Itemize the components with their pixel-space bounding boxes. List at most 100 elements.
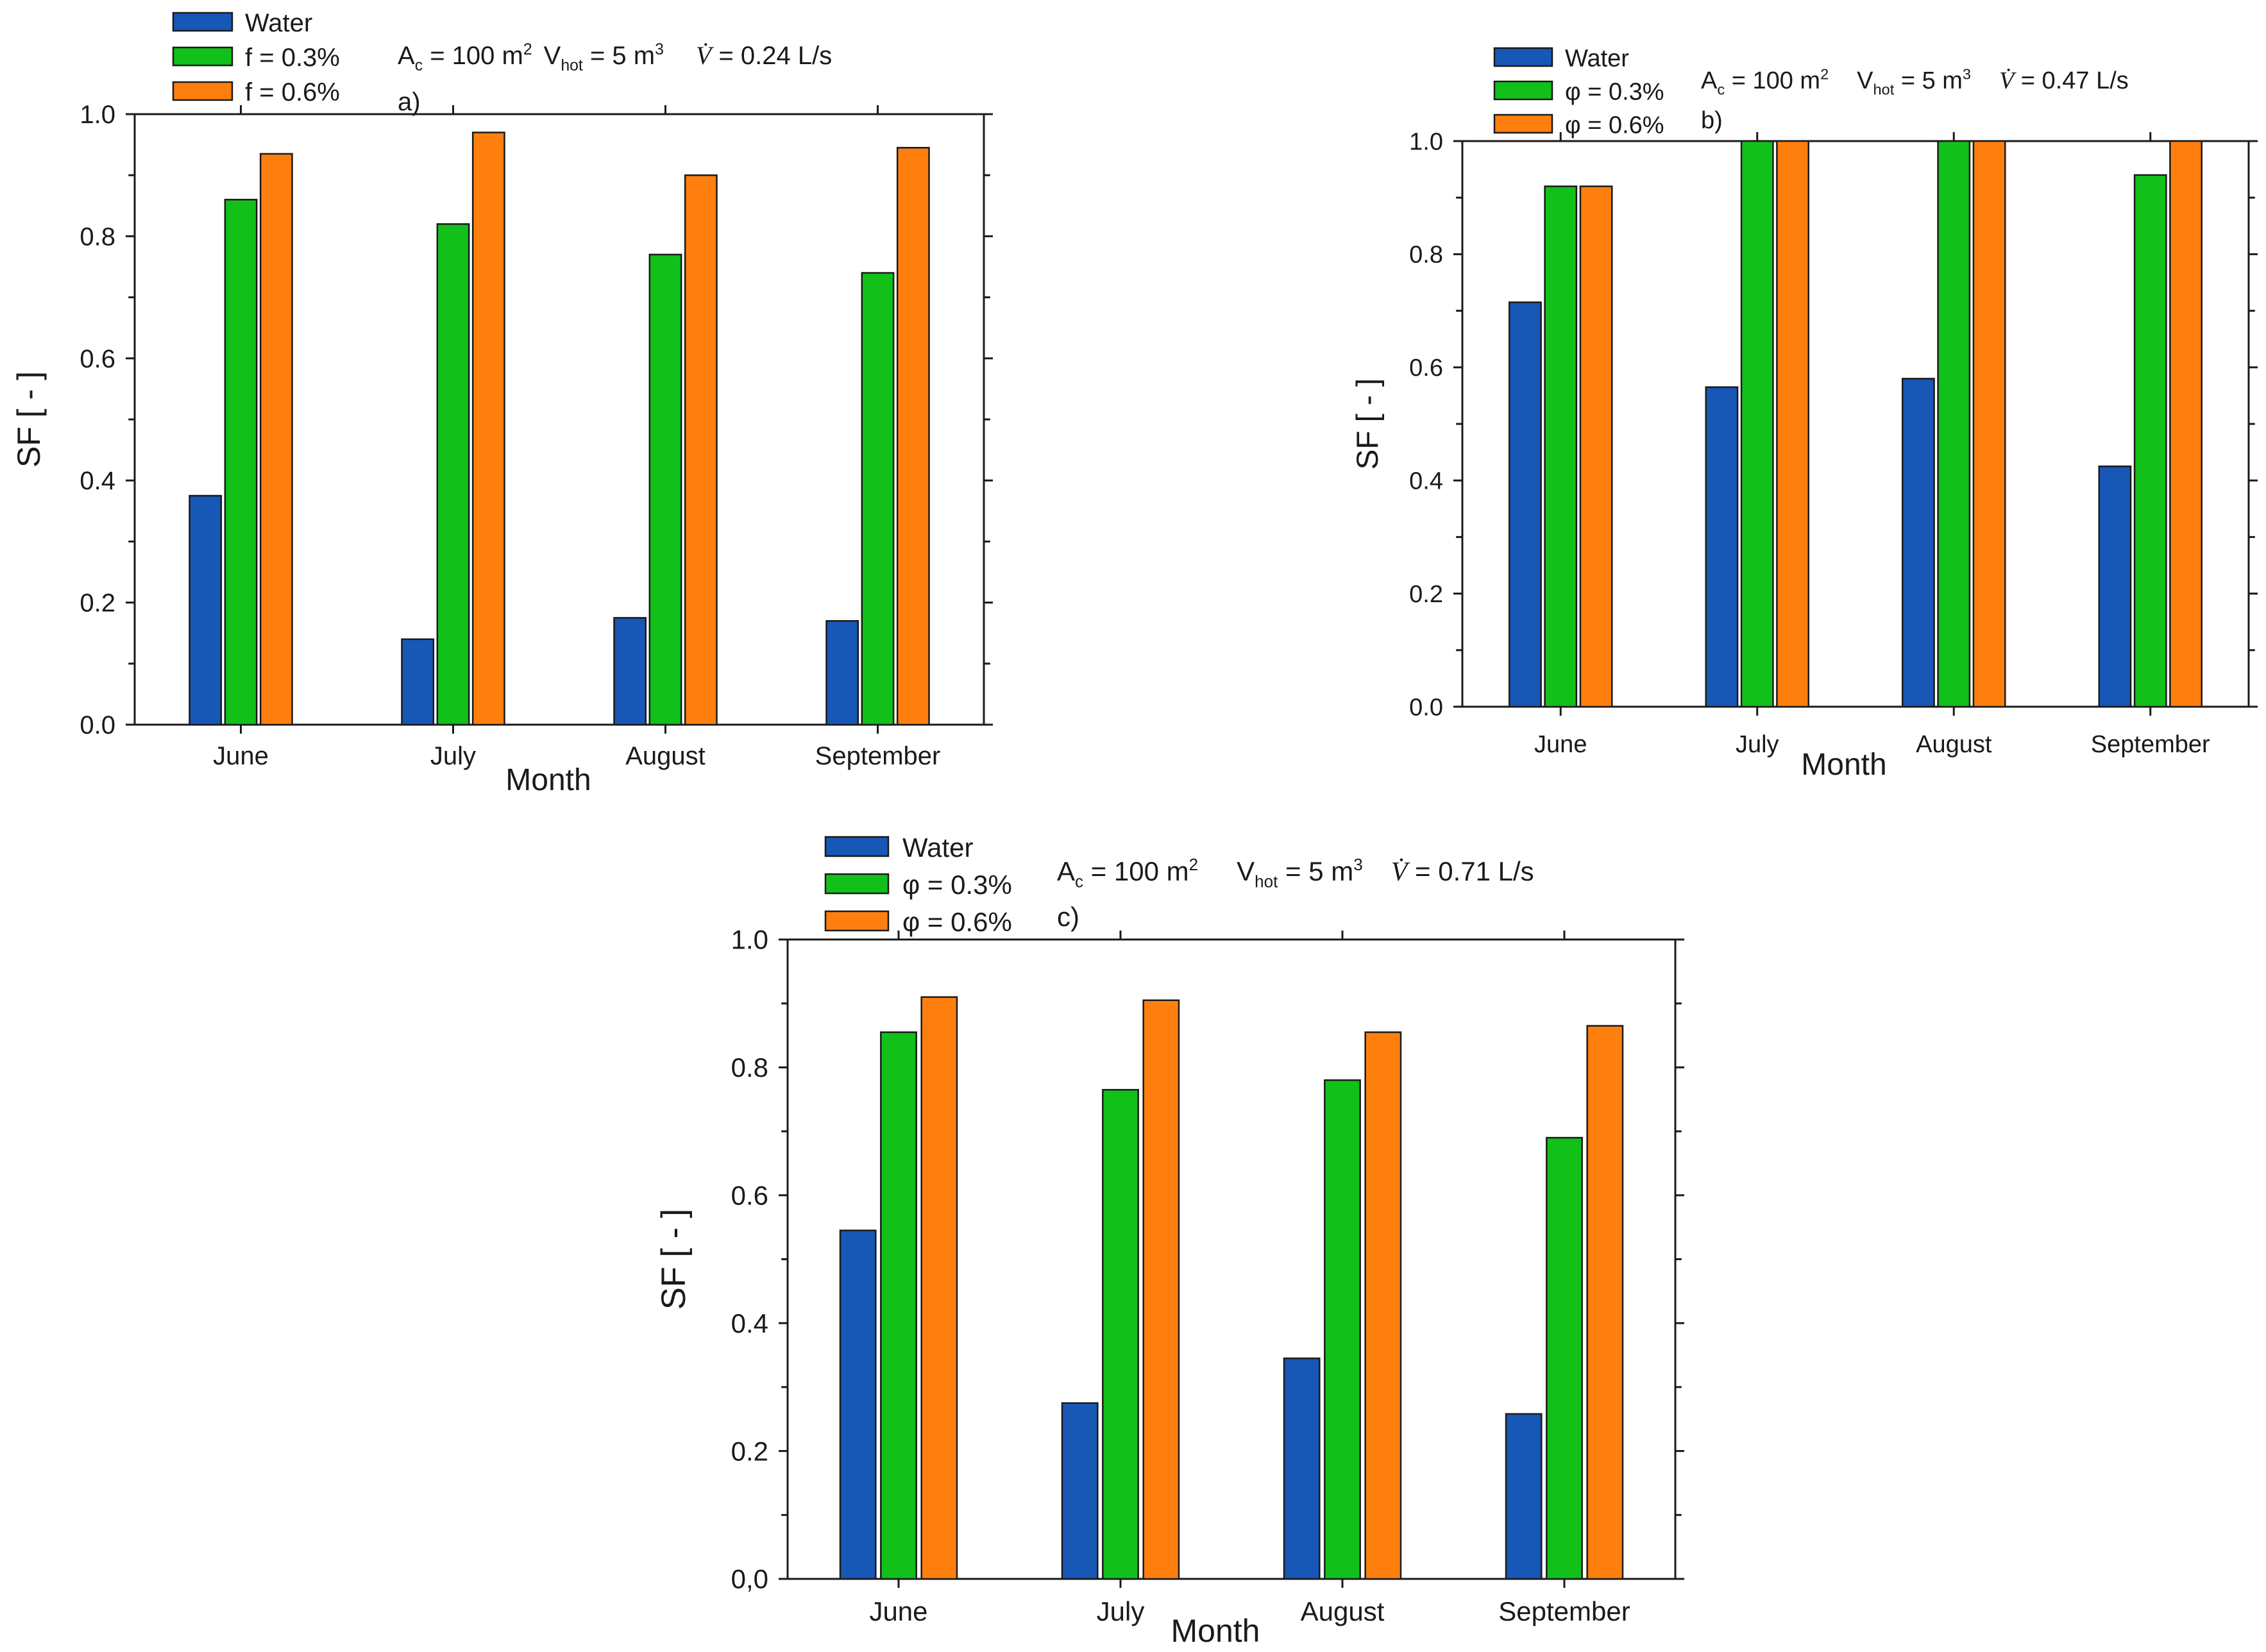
- y-axis-label: SF [ - ]: [1351, 378, 1385, 470]
- x-tick-label: August: [625, 742, 706, 770]
- x-tick-label: June: [1534, 731, 1587, 758]
- legend-label: f = 0.3%: [245, 44, 340, 72]
- x-tick-label: July: [1736, 731, 1779, 758]
- bar-august-series-2: [648, 253, 682, 726]
- legend-label: f = 0.6%: [245, 78, 340, 106]
- bar-july-series-2: [1102, 1089, 1139, 1580]
- legend-swatch: [824, 910, 890, 932]
- y-axis-label: SF [ - ]: [11, 371, 47, 468]
- bar-august-series-1: [1283, 1357, 1321, 1580]
- legend-swatch: [172, 81, 233, 101]
- bar-july-series-3: [1142, 999, 1180, 1580]
- y-tick-label: 0.0: [80, 711, 115, 739]
- bar-august-series-3: [1364, 1031, 1402, 1580]
- legend-swatch: [824, 836, 890, 857]
- bar-august-series-2: [1324, 1079, 1361, 1580]
- x-axis-label: Month: [505, 763, 591, 797]
- legend-label: φ = 0.3%: [902, 870, 1012, 900]
- y-tick-label: 0.2: [731, 1436, 768, 1466]
- x-tick-label: August: [1916, 731, 1992, 758]
- y-axis-label: SF [ - ]: [655, 1209, 693, 1310]
- y-tick-label: 0.6: [731, 1181, 768, 1211]
- y-tick-label: 0.0: [1409, 694, 1443, 721]
- bar-june-series-1: [189, 494, 223, 726]
- legend-swatch: [172, 46, 233, 67]
- bar-july-series-1: [1705, 386, 1739, 708]
- parameters-annotation: Ac = 100 m2 Vhot = 5 m3 V̇ = 0.71 L/s: [1057, 855, 1534, 891]
- bar-july-series-1: [401, 638, 435, 726]
- parameters-annotation: Ac = 100 m2 Vhot = 5 m3 V̇ = 0.47 L/s: [1701, 66, 2129, 98]
- y-tick-label: 1.0: [1409, 128, 1443, 155]
- x-tick-label: July: [430, 742, 476, 770]
- y-tick-label: 0.2: [80, 589, 115, 618]
- legend-swatch: [1493, 114, 1553, 134]
- bar-june-series-1: [839, 1229, 877, 1580]
- bar-june-series-3: [259, 153, 293, 726]
- bar-august-series-1: [613, 617, 647, 726]
- y-tick-label: 1.0: [80, 101, 115, 129]
- y-tick-label: 0.4: [731, 1308, 768, 1338]
- legend-swatch: [172, 12, 233, 32]
- x-tick-label: September: [2091, 731, 2210, 758]
- panel-label: c): [1057, 902, 1079, 932]
- legend-label: φ = 0.6%: [1565, 112, 1664, 139]
- bar-july-series-3: [471, 131, 505, 726]
- y-tick-label: 0.2: [1409, 581, 1443, 608]
- x-tick-label: September: [1498, 1596, 1630, 1626]
- legend-swatch: [824, 873, 890, 895]
- legend-label: φ = 0.6%: [902, 907, 1012, 937]
- bar-june-series-3: [920, 996, 958, 1580]
- y-tick-label: 0.8: [731, 1052, 768, 1083]
- y-tick-label: 0.6: [80, 345, 115, 373]
- y-tick-label: 0.8: [1409, 242, 1443, 269]
- x-tick-label: June: [869, 1596, 927, 1626]
- bar-june-series-1: [1509, 301, 1542, 708]
- x-tick-label: July: [1097, 1596, 1145, 1626]
- y-tick-label: 0.4: [80, 467, 115, 495]
- legend-label: Water: [1565, 45, 1629, 72]
- legend-swatch: [1493, 47, 1553, 67]
- y-tick-label: 0.8: [80, 223, 115, 251]
- bar-september-series-3: [2169, 140, 2203, 708]
- bar-june-series-2: [1544, 185, 1578, 708]
- legend-label: Water: [245, 9, 312, 37]
- bar-september-series-2: [861, 272, 895, 726]
- x-axis-label: Month: [1801, 748, 1886, 782]
- bar-august-series-2: [1937, 140, 1971, 708]
- chart-panel-1: 0.0 0.2 0.4 0.6 0.8 1.0 SF [ - ] June July August…: [11, 9, 993, 797]
- bar-july-series-1: [1061, 1402, 1099, 1580]
- bar-september-series-1: [825, 620, 859, 726]
- bar-june-series-2: [224, 199, 258, 726]
- bar-september-series-1: [1505, 1413, 1543, 1580]
- bar-september-series-1: [2098, 465, 2132, 708]
- legend-label: φ = 0.3%: [1565, 78, 1664, 105]
- bar-august-series-1: [1902, 378, 1935, 708]
- bar-september-series-2: [1546, 1136, 1583, 1580]
- legend-label: Water: [902, 832, 973, 863]
- bar-september-series-2: [2133, 174, 2167, 708]
- bar-june-series-3: [1579, 185, 1613, 708]
- y-tick-label: 0,0: [731, 1564, 768, 1594]
- legend-swatch: [1493, 80, 1553, 101]
- bar-july-series-3: [1776, 140, 1810, 708]
- bar-june-series-2: [880, 1031, 917, 1580]
- x-axis-label: Month: [1171, 1613, 1260, 1649]
- bar-august-series-3: [684, 174, 718, 726]
- x-tick-label: September: [815, 742, 941, 770]
- y-tick-label: 0.6: [1409, 355, 1443, 382]
- bar-july-series-2: [1740, 140, 1774, 708]
- parameters-annotation: Ac = 100 m2 Vhot = 5 m3 V̇ = 0.24 L/s: [398, 41, 832, 74]
- chart-panel-3: 0,0 0.2 0.4 0.6 0.8 1.0 SF [ - ] June July August…: [655, 832, 1684, 1649]
- bar-september-series-3: [1586, 1025, 1624, 1580]
- panel-label: a): [398, 88, 421, 116]
- y-tick-label: 1.0: [731, 925, 768, 955]
- chart-panel-2: 0.0 0.2 0.4 0.6 0.8 1.0 SF [ - ] June July August…: [1351, 45, 2258, 782]
- bar-august-series-3: [1972, 140, 2006, 708]
- x-tick-label: August: [1301, 1596, 1385, 1626]
- bar-july-series-2: [436, 223, 470, 726]
- panel-label: b): [1701, 107, 1723, 134]
- x-tick-label: June: [213, 742, 269, 770]
- y-tick-label: 0.4: [1409, 468, 1443, 495]
- bar-september-series-3: [896, 147, 930, 726]
